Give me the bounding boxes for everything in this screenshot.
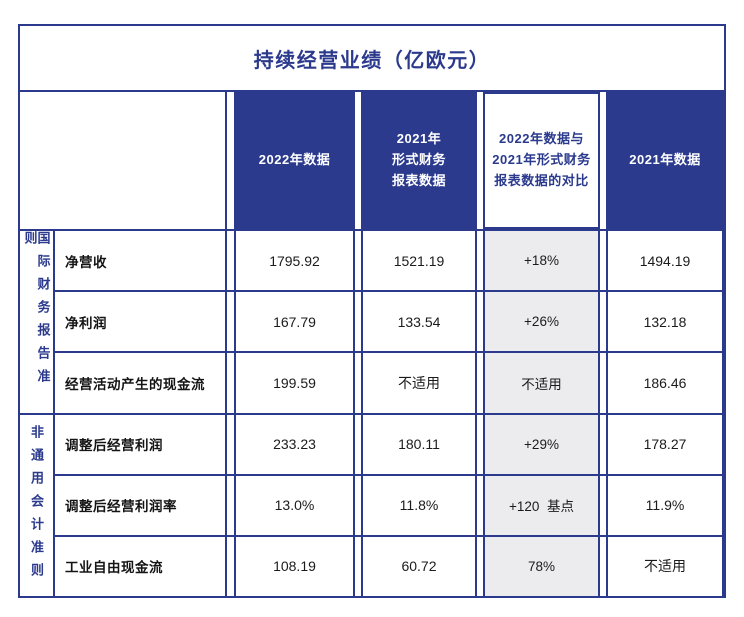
spacer <box>227 290 234 352</box>
col-header-2021: 2021年数据 <box>606 92 724 229</box>
spacer <box>600 534 606 596</box>
spacer <box>600 290 606 352</box>
spacer <box>600 412 606 474</box>
value-cell: 不适用 <box>606 534 724 596</box>
value-cell: 60.72 <box>361 534 477 596</box>
spacer <box>355 534 361 596</box>
value-cell: 133.54 <box>361 290 477 352</box>
group-label-non-gaap-text: 非通用会计准则 <box>29 424 44 586</box>
compare-cell: +18% <box>483 229 600 291</box>
value-cell: 1521.19 <box>361 229 477 291</box>
spacer <box>477 351 483 413</box>
value-cell: 180.11 <box>361 412 477 474</box>
compare-cell: +120 基点 <box>483 473 600 535</box>
row-label: 工业自由现金流 <box>55 534 227 596</box>
spacer <box>477 473 483 535</box>
group-label-ifrs-text: 国际财务报告准则 <box>22 231 51 392</box>
spacer <box>600 351 606 413</box>
col-header-2022: 2022年数据 <box>234 92 355 229</box>
results-table: 持续经营业绩（亿欧元） 2022年数据 2021年 形式财务 报表数据 2022… <box>18 24 726 598</box>
spacer <box>600 229 606 291</box>
value-cell: 167.79 <box>234 290 355 352</box>
spacer <box>355 351 361 413</box>
row-label: 调整后经营利润率 <box>55 473 227 535</box>
row-label: 经营活动产生的现金流 <box>55 351 227 413</box>
spacer <box>227 351 234 413</box>
spacer <box>355 290 361 352</box>
header-spacer <box>20 92 227 229</box>
compare-cell: 不适用 <box>483 351 600 413</box>
value-cell: 13.0% <box>234 473 355 535</box>
spacer <box>227 473 234 535</box>
group-label-ifrs: 国际财务报告准则 <box>20 229 55 413</box>
spacer <box>477 412 483 474</box>
col-header-compare: 2022年数据与 2021年形式财务 报表数据的对比 <box>483 92 600 229</box>
row-label: 净利润 <box>55 290 227 352</box>
value-cell: 186.46 <box>606 351 724 413</box>
spacer <box>355 473 361 535</box>
value-cell: 11.8% <box>361 473 477 535</box>
spacer <box>355 229 361 291</box>
col-header-2021-proforma: 2021年 形式财务 报表数据 <box>361 92 477 229</box>
spacer <box>477 229 483 291</box>
value-cell: 11.9% <box>606 473 724 535</box>
spacer <box>355 412 361 474</box>
row-label: 调整后经营利润 <box>55 412 227 474</box>
spacer <box>477 534 483 596</box>
value-cell: 199.59 <box>234 351 355 413</box>
spacer <box>477 290 483 352</box>
value-cell: 1795.92 <box>234 229 355 291</box>
value-cell: 不适用 <box>361 351 477 413</box>
group-label-non-gaap: 非通用会计准则 <box>20 412 55 596</box>
value-cell: 1494.19 <box>606 229 724 291</box>
value-cell: 132.18 <box>606 290 724 352</box>
compare-cell: 78% <box>483 534 600 596</box>
spacer <box>227 229 234 291</box>
spacer <box>600 473 606 535</box>
row-label: 净营收 <box>55 229 227 291</box>
value-cell: 233.23 <box>234 412 355 474</box>
spacer <box>227 412 234 474</box>
spacer <box>227 534 234 596</box>
compare-cell: +26% <box>483 290 600 352</box>
value-cell: 178.27 <box>606 412 724 474</box>
value-cell: 108.19 <box>234 534 355 596</box>
compare-cell: +29% <box>483 412 600 474</box>
table-title: 持续经营业绩（亿欧元） <box>20 26 724 92</box>
